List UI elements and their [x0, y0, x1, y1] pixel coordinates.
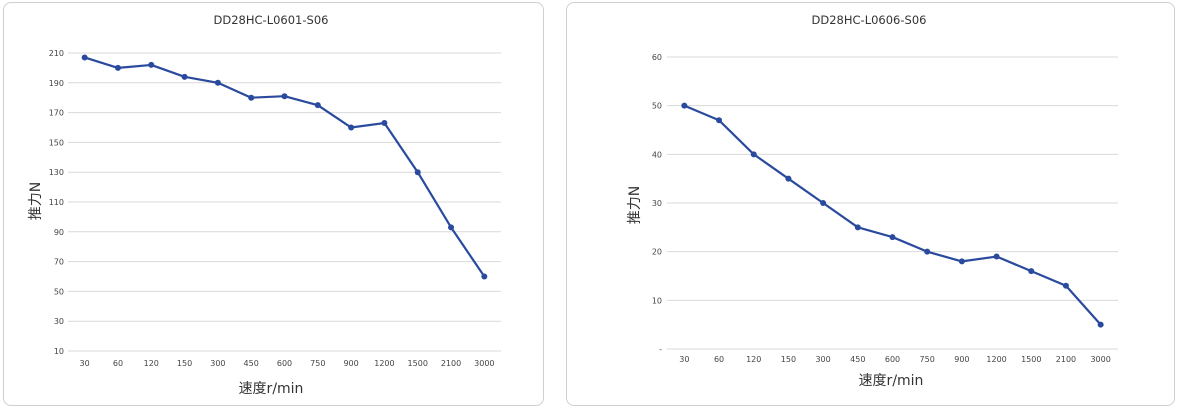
x-tick-label: 1200: [374, 359, 394, 368]
y-tick-label: 10: [54, 347, 64, 356]
y-tick-label: 60: [652, 53, 662, 62]
data-point: [248, 94, 255, 101]
x-tick-label: 450: [244, 359, 259, 368]
y-tick-label: 90: [54, 228, 64, 237]
data-point: [181, 73, 188, 80]
data-point: [750, 151, 757, 158]
y-tick-label: 50: [54, 287, 64, 296]
chart-2: DD28HC-L0606-S06 速度r/min 推力N - 10 20 30 40 50…: [627, 13, 1118, 389]
y-tick-label: 50: [652, 102, 662, 111]
data-point: [958, 258, 965, 265]
x-axis-label: 速度r/min: [859, 373, 924, 389]
x-tick-label: 900: [343, 359, 358, 368]
data-point: [889, 234, 896, 241]
x-tick-label: 30: [80, 359, 90, 368]
data-point: [114, 64, 121, 71]
y-tick-label: 110: [49, 198, 64, 207]
y-tick-label: 10: [652, 296, 662, 305]
x-tick-label: 120: [746, 355, 761, 364]
data-point: [785, 175, 792, 182]
data-point: [281, 93, 288, 100]
data-point: [1097, 321, 1104, 328]
x-tick-label: 2100: [1056, 355, 1076, 364]
x-tick-label: 450: [850, 355, 865, 364]
data-point: [854, 224, 861, 231]
data-point: [148, 61, 155, 68]
y-tick-label: -: [659, 345, 662, 354]
y-tick-label: 40: [652, 150, 662, 159]
x-tick-label: 900: [954, 355, 969, 364]
chart-panel-2: DD28HC-L0606-S06 速度r/min 推力N - 10 20 30 40 50…: [566, 2, 1175, 406]
y-tick-label: 30: [54, 317, 64, 326]
x-axis-label: 速度r/min: [239, 381, 304, 397]
y-tick-label: 30: [652, 199, 662, 208]
x-tick-label: 300: [815, 355, 830, 364]
y-tick-label: 70: [54, 258, 64, 267]
x-tick-label: 3000: [1090, 355, 1110, 364]
x-tick-label: 750: [310, 359, 325, 368]
series-line: [683, 104, 1102, 326]
chart-title: DD28HC-L0606-S06: [812, 13, 927, 27]
data-point: [214, 79, 221, 86]
data-point: [681, 102, 688, 109]
x-tick-label: 300: [210, 359, 225, 368]
x-tick-label: 30: [679, 355, 689, 364]
x-tick-label: 1500: [408, 359, 428, 368]
data-point: [1028, 268, 1035, 275]
data-point: [348, 124, 355, 131]
chart-panel-1: DD28HC-L0601-S06 速度r/min 推力N 10 30 50 70 90 1…: [3, 2, 544, 406]
data-point: [993, 253, 1000, 260]
x-tick-label: 60: [113, 359, 123, 368]
y-tick-label: 190: [49, 79, 64, 88]
chart-1: DD28HC-L0601-S06 速度r/min 推力N 10 30 50 70 90 1…: [28, 13, 501, 397]
data-point: [716, 117, 723, 124]
x-tick-label: 60: [714, 355, 724, 364]
x-tick-label: 150: [781, 355, 796, 364]
x-tick-label: 3000: [474, 359, 494, 368]
data-point: [820, 200, 827, 206]
series-line: [84, 56, 486, 278]
data-point: [481, 273, 488, 280]
y-axis-label: 推力N: [627, 186, 643, 224]
y-axis-label: 推力N: [28, 182, 44, 220]
y-tick-label: 130: [49, 168, 64, 177]
x-tick-label: 1200: [986, 355, 1006, 364]
data-point: [924, 248, 931, 255]
y-tick-label: 210: [49, 49, 64, 58]
chart-title: DD28HC-L0601-S06: [214, 13, 329, 27]
y-tick-label: 170: [49, 109, 64, 118]
x-tick-label: 1500: [1021, 355, 1041, 364]
x-tick-label: 600: [885, 355, 900, 364]
x-tick-label: 150: [177, 359, 192, 368]
x-tick-label: 600: [277, 359, 292, 368]
x-tick-label: 120: [144, 359, 159, 368]
x-tick-label: 750: [920, 355, 935, 364]
data-point: [314, 102, 321, 109]
data-point: [448, 224, 455, 231]
x-tick-label: 2100: [441, 359, 461, 368]
data-point: [81, 54, 88, 61]
data-point: [414, 169, 421, 176]
data-point: [381, 120, 388, 127]
y-tick-label: 20: [652, 248, 662, 257]
y-tick-label: 150: [49, 138, 64, 147]
data-point: [1062, 282, 1069, 289]
